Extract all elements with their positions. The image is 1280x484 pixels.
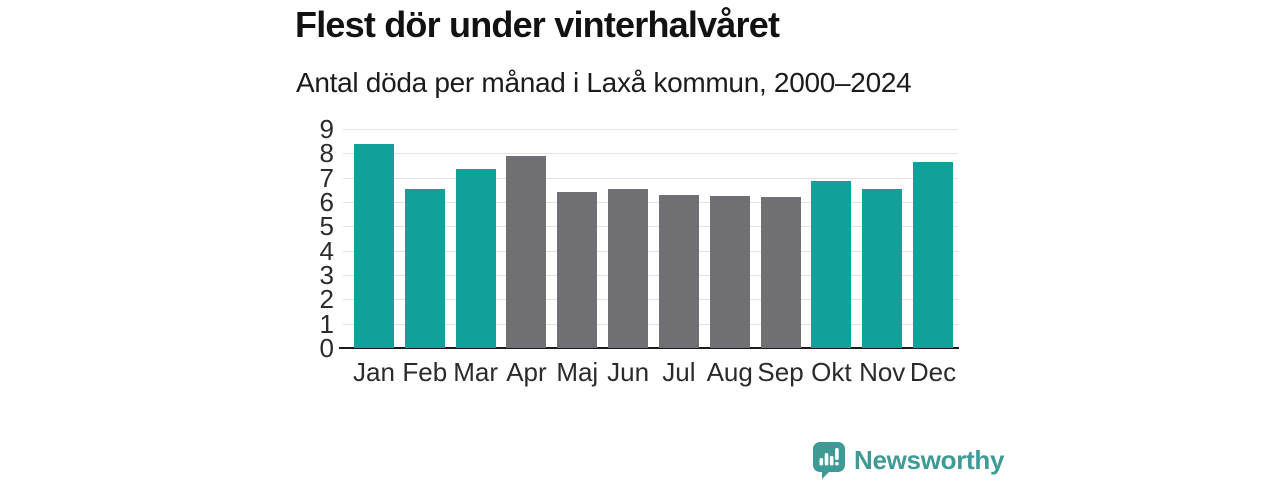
bar-apr bbox=[506, 155, 547, 348]
x-tick-label-dec: Dec bbox=[909, 357, 957, 387]
x-axis-line bbox=[339, 347, 959, 349]
gridline-5 bbox=[343, 226, 958, 228]
y-tick-label-5: 5 bbox=[319, 211, 334, 242]
x-tick-label-maj: Maj bbox=[556, 357, 599, 387]
x-tick-label-mar: Mar bbox=[453, 357, 499, 387]
newsworthy-logo: Newsworthy bbox=[812, 441, 1004, 479]
bar-dec bbox=[913, 161, 954, 348]
gridline-1 bbox=[343, 323, 958, 325]
y-tick-label-1: 1 bbox=[319, 308, 334, 339]
bar-nov bbox=[862, 188, 903, 348]
x-tick-label-jul: Jul bbox=[662, 357, 696, 387]
bar-jun bbox=[608, 188, 649, 348]
bar-maj bbox=[557, 192, 598, 348]
x-tick-label-jun: Jun bbox=[607, 357, 650, 387]
x-tick-label-aug: Aug bbox=[706, 357, 753, 387]
bar-aug bbox=[709, 195, 750, 348]
x-tick-label-okt: Okt bbox=[811, 357, 852, 387]
gridline-3 bbox=[343, 275, 958, 276]
bar-mar bbox=[455, 169, 496, 348]
bar-okt bbox=[811, 181, 852, 348]
y-tick-label-4: 4 bbox=[319, 235, 334, 266]
x-tick-label-apr: Apr bbox=[506, 357, 547, 387]
x-tick-label-jan: Jan bbox=[353, 357, 395, 387]
gridline-9 bbox=[343, 129, 958, 130]
y-tick-label-8: 8 bbox=[319, 138, 334, 169]
plot-area bbox=[339, 129, 959, 349]
y-tick-label-3: 3 bbox=[319, 260, 334, 290]
newsworthy-wordmark: Newsworthy bbox=[854, 444, 1005, 475]
y-tick-label-6: 6 bbox=[319, 187, 334, 217]
bar-feb bbox=[404, 188, 445, 348]
y-tick-label-0: 0 bbox=[319, 333, 334, 363]
gridline-4 bbox=[343, 250, 958, 252]
gridline-8 bbox=[343, 153, 958, 155]
gridline-6 bbox=[343, 202, 958, 203]
x-tick-label-nov: Nov bbox=[859, 357, 906, 387]
chart-subtitle: Antal döda per månad i Laxå kommun, 2000… bbox=[296, 67, 912, 98]
y-tick-label-7: 7 bbox=[319, 162, 334, 193]
gridline-2 bbox=[343, 299, 958, 301]
chart-title: Flest dör under vinterhalvåret bbox=[295, 4, 780, 45]
bar-sep bbox=[760, 197, 801, 348]
bar-jul bbox=[658, 194, 699, 348]
x-tick-label-feb: Feb bbox=[402, 357, 448, 387]
bar-jan bbox=[354, 143, 394, 348]
gridline-7 bbox=[343, 177, 958, 179]
y-tick-label-2: 2 bbox=[319, 284, 334, 315]
y-tick-label-9: 9 bbox=[319, 114, 334, 144]
newsworthy-speech-bubble-bar-chart-icon bbox=[812, 441, 846, 479]
x-tick-label-sep: Sep bbox=[757, 357, 804, 387]
